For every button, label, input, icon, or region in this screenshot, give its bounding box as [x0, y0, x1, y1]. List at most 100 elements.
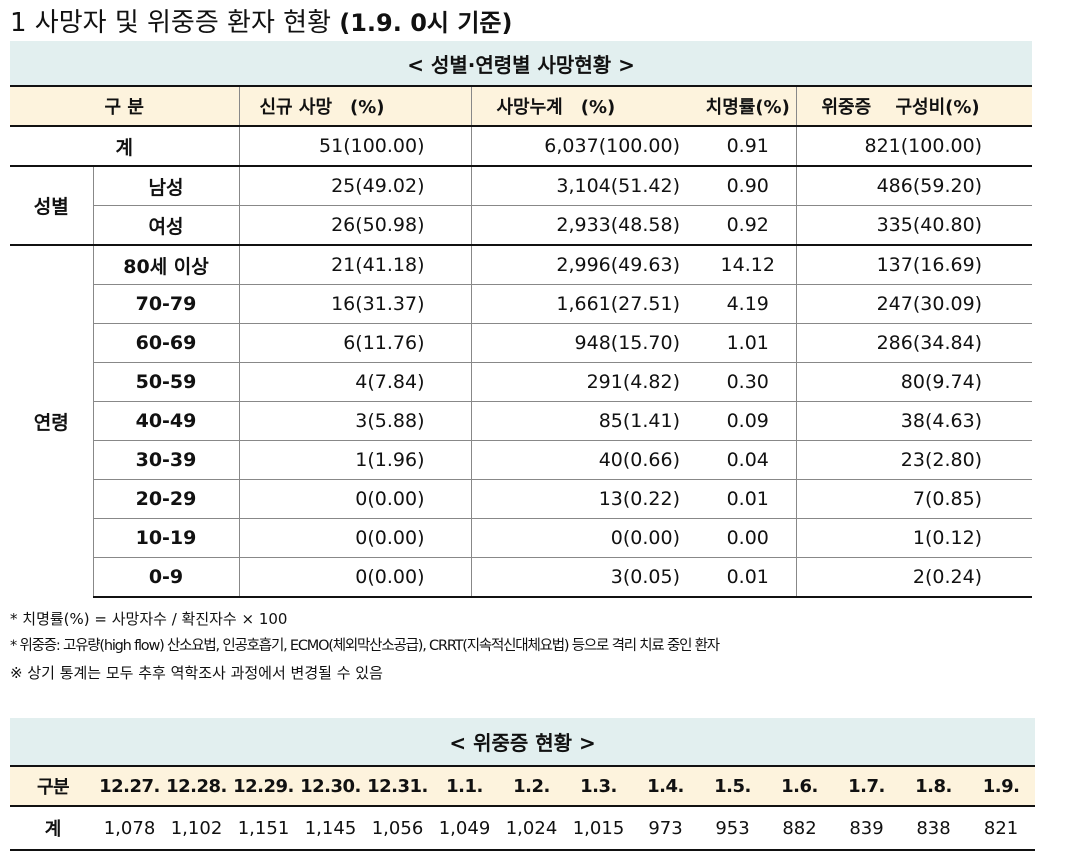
- row-label: 여성: [93, 205, 240, 245]
- cell-critical: 335(40.80): [796, 205, 1033, 245]
- note-subject-to-change: ※ 상기 통계는 모두 추후 역학조사 과정에서 변경될 수 있음: [10, 664, 383, 682]
- header-date: 12.29.: [230, 765, 297, 807]
- row-label: 40-49: [93, 401, 240, 441]
- cell-new-deaths: 25(49.02): [239, 165, 472, 206]
- table-row: 50-59 4(7.84) 291(4.82) 0.30 80(9.74): [10, 362, 1033, 402]
- header-date: 1.4.: [632, 765, 699, 807]
- cell-critical-count: 973: [632, 806, 699, 851]
- note-critical-definition: * 위중증: 고유량(high flow) 산소요법, 인공호흡기, ECMO(…: [10, 638, 720, 654]
- row-label: 남성: [93, 165, 240, 206]
- cell-new-deaths: 51(100.00): [239, 125, 472, 166]
- cell-critical: 486(59.20): [796, 165, 1033, 206]
- table1-banner: < 성별·연령별 사망현황 >: [10, 41, 1033, 86]
- group-label-sex: 성별: [10, 165, 94, 245]
- cell-cfr: 0.90: [700, 165, 797, 206]
- cell-critical: 1(0.12): [796, 518, 1033, 558]
- cell-critical-count: 838: [900, 806, 967, 851]
- group-label-age: 연령: [10, 244, 94, 597]
- cell-new-deaths: 1(1.96): [239, 440, 472, 480]
- cell-new-deaths: 21(41.18): [239, 244, 472, 285]
- row-label: 20-29: [93, 479, 240, 519]
- critical-cases-table: < 위중증 현황 > 구분 12.27. 12.28. 12.29. 12.30. 12.…: [10, 718, 1036, 851]
- cell-critical-count: 1,078: [96, 806, 163, 851]
- page-title-basis: (1.9. 0시 기준): [339, 9, 513, 37]
- header-label: 구분: [10, 765, 96, 807]
- cell-critical: 286(34.84): [796, 323, 1033, 363]
- row-label: 0-9: [93, 557, 240, 598]
- cell-critical-count: 1,024: [498, 806, 565, 851]
- table2-banner: < 위중증 현황 >: [10, 718, 1036, 766]
- cell-new-deaths: 0(0.00): [239, 479, 472, 519]
- cell-cfr: 0.91: [700, 125, 797, 166]
- cell-cfr: 0.01: [700, 479, 797, 519]
- cell-new-deaths: 0(0.00): [239, 557, 472, 598]
- row-label: 60-69: [93, 323, 240, 363]
- header-cfr: 치명률(%): [700, 85, 797, 127]
- row-label: 10-19: [93, 518, 240, 558]
- cell-cum-deaths: 6,037(100.00): [471, 125, 700, 166]
- cell-critical: 2(0.24): [796, 557, 1033, 598]
- cell-critical: 38(4.63): [796, 401, 1033, 441]
- cell-cum-deaths: 0(0.00): [471, 518, 700, 558]
- cell-cum-deaths: 2,933(48.58): [471, 205, 700, 245]
- cell-new-deaths: 16(31.37): [239, 284, 472, 324]
- cell-critical: 821(100.00): [796, 125, 1033, 166]
- cell-critical: 80(9.74): [796, 362, 1033, 402]
- cell-cfr: 0.04: [700, 440, 797, 480]
- cell-new-deaths: 0(0.00): [239, 518, 472, 558]
- table-row: 20-29 0(0.00) 13(0.22) 0.01 7(0.85): [10, 479, 1033, 519]
- cell-cfr: 0.92: [700, 205, 797, 245]
- row-label: 계: [10, 806, 96, 851]
- row-label: 50-59: [93, 362, 240, 402]
- table-row: 40-49 3(5.88) 85(1.41) 0.09 38(4.63): [10, 401, 1033, 441]
- table-row: 30-39 1(1.96) 40(0.66) 0.04 23(2.80): [10, 440, 1033, 480]
- table-row: 60-69 6(11.76) 948(15.70) 1.01 286(34.84): [10, 323, 1033, 363]
- cell-critical-count: 882: [766, 806, 833, 851]
- page-title-main: 1 사망자 및 위중증 환자 현황: [10, 8, 331, 38]
- cell-critical-count: 821: [967, 806, 1036, 851]
- footnotes: * 치명률(%) = 사망자수 / 확진자수 × 100 * 위중증: 고유량(…: [10, 606, 720, 687]
- header-date: 1.5.: [699, 765, 766, 807]
- cell-cum-deaths: 3(0.05): [471, 557, 700, 598]
- cell-critical: 23(2.80): [796, 440, 1033, 480]
- header-category: 구 분: [10, 85, 240, 127]
- cell-critical: 7(0.85): [796, 479, 1033, 519]
- page-title: 1 사망자 및 위중증 환자 현황 (1.9. 0시 기준): [10, 2, 513, 39]
- header-date: 12.27.: [96, 765, 163, 807]
- cell-cfr: 0.00: [700, 518, 797, 558]
- header-date: 1.6.: [766, 765, 833, 807]
- deaths-by-sex-age-table: < 성별·연령별 사망현황 > 구 분 신규 사망 (%) 사망누계 (%) 치…: [10, 41, 1033, 598]
- cell-critical-count: 1,049: [431, 806, 498, 851]
- header-date: 12.30.: [297, 765, 364, 807]
- cell-new-deaths: 4(7.84): [239, 362, 472, 402]
- cell-cum-deaths: 40(0.66): [471, 440, 700, 480]
- cell-new-deaths: 26(50.98): [239, 205, 472, 245]
- header-critical: 위중증 구성비(%): [796, 85, 1033, 127]
- cell-critical-count: 1,056: [364, 806, 431, 851]
- cell-cfr: 0.01: [700, 557, 797, 598]
- header-date: 12.28.: [163, 765, 230, 807]
- cell-critical-count: 839: [833, 806, 900, 851]
- cell-critical-count: 953: [699, 806, 766, 851]
- cell-cum-deaths: 2,996(49.63): [471, 244, 700, 285]
- cell-critical-count: 1,102: [163, 806, 230, 851]
- table-row: 70-79 16(31.37) 1,661(27.51) 4.19 247(30.09): [10, 284, 1033, 324]
- note-cfr-definition: * 치명률(%) = 사망자수 / 확진자수 × 100: [10, 610, 288, 628]
- cell-critical-count: 1,015: [565, 806, 632, 851]
- cell-cfr: 4.19: [700, 284, 797, 324]
- cell-new-deaths: 3(5.88): [239, 401, 472, 441]
- cell-critical-count: 1,145: [297, 806, 364, 851]
- cell-cfr: 0.09: [700, 401, 797, 441]
- cell-cum-deaths: 13(0.22): [471, 479, 700, 519]
- header-date: 1.7.: [833, 765, 900, 807]
- cell-cum-deaths: 948(15.70): [471, 323, 700, 363]
- row-label: 80세 이상: [93, 244, 240, 285]
- cell-new-deaths: 6(11.76): [239, 323, 472, 363]
- row-label: 30-39: [93, 440, 240, 480]
- cell-cfr: 0.30: [700, 362, 797, 402]
- row-label: 계: [10, 125, 240, 166]
- header-date: 1.3.: [565, 765, 632, 807]
- table-row: 연령 80세 이상 21(41.18) 2,996(49.63) 14.12 137(16…: [10, 244, 1033, 597]
- cell-critical: 247(30.09): [796, 284, 1033, 324]
- row-label: 70-79: [93, 284, 240, 324]
